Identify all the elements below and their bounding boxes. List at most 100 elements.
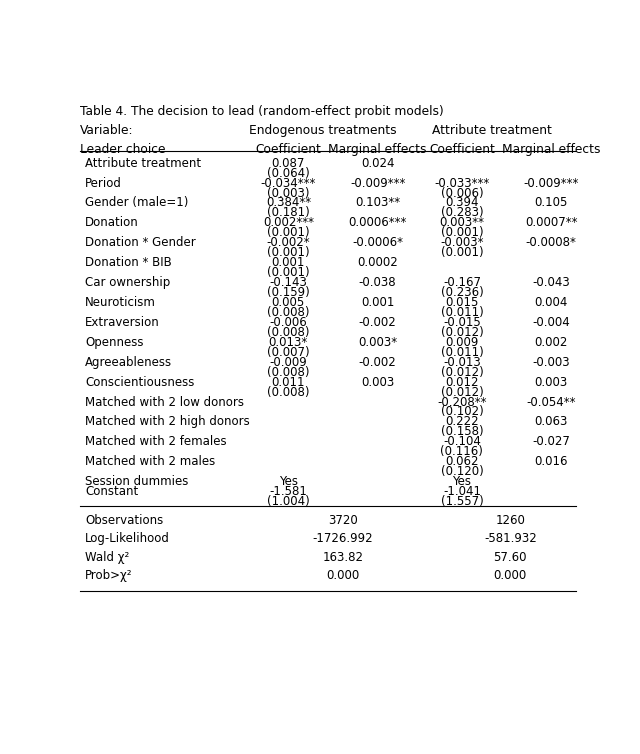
Text: -0.003: -0.003 (532, 356, 570, 369)
Text: 0.0002: 0.0002 (357, 256, 398, 269)
Text: Variable:: Variable: (80, 124, 134, 137)
Text: (0.283): (0.283) (440, 207, 483, 219)
Text: Neuroticism: Neuroticism (85, 296, 156, 309)
Text: -0.043: -0.043 (532, 276, 570, 289)
Text: -0.208**: -0.208** (437, 396, 486, 409)
Text: -1.581: -1.581 (269, 485, 307, 498)
Text: 0.024: 0.024 (361, 157, 394, 170)
Text: (0.116): (0.116) (440, 446, 483, 458)
Text: (0.236): (0.236) (440, 286, 483, 299)
Text: Coefficient: Coefficient (429, 143, 495, 156)
Text: (0.011): (0.011) (440, 346, 483, 359)
Text: 0.087: 0.087 (271, 157, 305, 170)
Text: 0.394: 0.394 (445, 197, 479, 210)
Text: Session dummies: Session dummies (85, 475, 188, 488)
Text: -0.104: -0.104 (443, 435, 481, 449)
Text: (1.557): (1.557) (440, 495, 483, 508)
Text: 0.003: 0.003 (361, 375, 394, 388)
Text: 0.013*: 0.013* (269, 336, 308, 349)
Text: 0.001: 0.001 (271, 256, 305, 269)
Text: -0.002: -0.002 (359, 316, 396, 329)
Text: 0.003*: 0.003* (358, 336, 397, 349)
Text: Marginal effects: Marginal effects (502, 143, 600, 156)
Text: 0.003**: 0.003** (440, 216, 484, 229)
Text: -0.054**: -0.054** (527, 396, 576, 409)
Text: 3720: 3720 (328, 513, 358, 527)
Text: Gender (male=1): Gender (male=1) (85, 197, 188, 210)
Text: Agreeableness: Agreeableness (85, 356, 172, 369)
Text: -0.167: -0.167 (443, 276, 481, 289)
Text: (0.007): (0.007) (267, 346, 310, 359)
Text: (1.004): (1.004) (267, 495, 310, 508)
Text: -0.143: -0.143 (269, 276, 307, 289)
Text: -0.009***: -0.009*** (524, 176, 579, 189)
Text: Matched with 2 females: Matched with 2 females (85, 435, 227, 449)
Text: -0.002: -0.002 (359, 356, 396, 369)
Text: Openness: Openness (85, 336, 143, 349)
Text: Observations: Observations (85, 513, 163, 527)
Text: 0.063: 0.063 (534, 415, 568, 428)
Text: -0.002*: -0.002* (266, 236, 310, 250)
Text: 0.000: 0.000 (326, 569, 360, 582)
Text: 0.103**: 0.103** (355, 197, 400, 210)
Text: Wald χ²: Wald χ² (85, 551, 129, 564)
Text: -0.033***: -0.033*** (435, 176, 490, 189)
Text: 0.0006***: 0.0006*** (348, 216, 407, 229)
Text: (0.064): (0.064) (267, 167, 310, 179)
Text: (0.008): (0.008) (267, 306, 310, 319)
Text: Matched with 2 high donors: Matched with 2 high donors (85, 415, 250, 428)
Text: (0.001): (0.001) (440, 247, 483, 259)
Text: Car ownership: Car ownership (85, 276, 170, 289)
Text: 0.005: 0.005 (272, 296, 305, 309)
Text: (0.001): (0.001) (267, 266, 310, 279)
Text: Donation * BIB: Donation * BIB (85, 256, 172, 269)
Text: 0.011: 0.011 (271, 375, 305, 388)
Text: (0.102): (0.102) (440, 406, 483, 418)
Text: Matched with 2 males: Matched with 2 males (85, 455, 215, 468)
Text: -0.0006*: -0.0006* (352, 236, 403, 250)
Text: 0.062: 0.062 (445, 455, 479, 468)
Text: (0.008): (0.008) (267, 385, 310, 399)
Text: Marginal effects: Marginal effects (328, 143, 427, 156)
Text: Conscientiousness: Conscientiousness (85, 375, 195, 388)
Text: 0.012: 0.012 (445, 375, 479, 388)
Text: (0.008): (0.008) (267, 366, 310, 379)
Text: (0.001): (0.001) (267, 247, 310, 259)
Text: -0.004: -0.004 (532, 316, 570, 329)
Text: (0.181): (0.181) (267, 207, 310, 219)
Text: 0.016: 0.016 (534, 455, 568, 468)
Text: -0.013: -0.013 (443, 356, 481, 369)
Text: 0.004: 0.004 (534, 296, 568, 309)
Text: 0.0007**: 0.0007** (525, 216, 577, 229)
Text: -1726.992: -1726.992 (312, 532, 373, 545)
Text: -0.027: -0.027 (532, 435, 570, 449)
Text: Coefficient: Coefficient (255, 143, 321, 156)
Text: (0.001): (0.001) (267, 226, 310, 239)
Text: 0.002: 0.002 (534, 336, 568, 349)
Text: -1.041: -1.041 (443, 485, 481, 498)
Text: Matched with 2 low donors: Matched with 2 low donors (85, 396, 244, 409)
Text: Leader choice: Leader choice (80, 143, 166, 156)
Text: 0.015: 0.015 (445, 296, 479, 309)
Text: Constant: Constant (85, 485, 138, 498)
Text: 0.009: 0.009 (445, 336, 479, 349)
Text: Attribute treatment: Attribute treatment (85, 157, 201, 170)
Text: -0.009***: -0.009*** (350, 176, 405, 189)
Text: Endogenous treatments: Endogenous treatments (249, 124, 397, 137)
Text: Prob>χ²: Prob>χ² (85, 569, 132, 582)
Text: -0.038: -0.038 (359, 276, 396, 289)
Text: -0.003*: -0.003* (440, 236, 484, 250)
Text: (0.012): (0.012) (440, 385, 483, 399)
Text: Attribute treatment: Attribute treatment (432, 124, 552, 137)
Text: Donation: Donation (85, 216, 139, 229)
Text: Table 4. The decision to lead (random-effect probit models): Table 4. The decision to lead (random-ef… (80, 105, 444, 118)
Text: Yes: Yes (279, 475, 298, 488)
Text: 0.001: 0.001 (361, 296, 394, 309)
Text: 0.222: 0.222 (445, 415, 479, 428)
Text: Extraversion: Extraversion (85, 316, 160, 329)
Text: (0.012): (0.012) (440, 366, 483, 379)
Text: -0.015: -0.015 (443, 316, 481, 329)
Text: 0.002***: 0.002*** (263, 216, 314, 229)
Text: 0.003: 0.003 (534, 375, 568, 388)
Text: (0.158): (0.158) (440, 425, 483, 438)
